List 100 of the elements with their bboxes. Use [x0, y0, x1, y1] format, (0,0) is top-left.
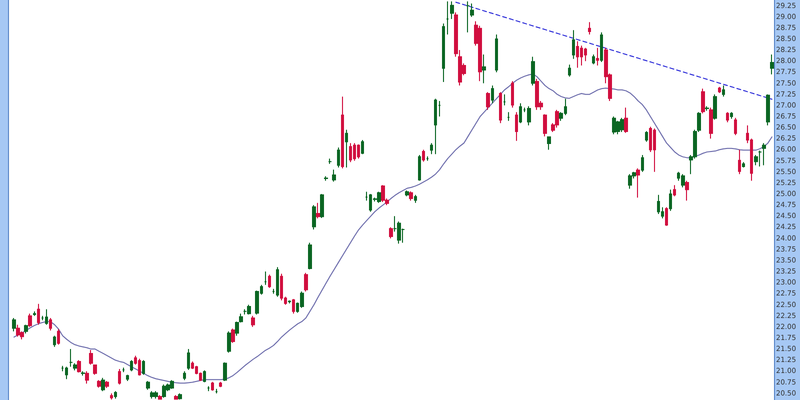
candlestick [499, 92, 502, 124]
candlestick [580, 45, 583, 66]
candlestick [85, 370, 89, 384]
candlestick [588, 22, 591, 36]
candlestick [316, 202, 320, 219]
candlestick [178, 392, 182, 400]
candlestick [12, 318, 16, 332]
candlestick [616, 120, 620, 135]
candlestick [446, 0, 449, 36]
candlestick [726, 112, 729, 123]
candlestick [158, 394, 162, 400]
candlestick [681, 174, 685, 188]
candlestick [584, 47, 587, 62]
candlestick [110, 392, 113, 400]
candlestick [531, 56, 535, 86]
candlestick [247, 304, 251, 316]
candlestick [418, 154, 421, 182]
candlestick [657, 194, 660, 214]
candlestick [620, 117, 624, 133]
candlestick [527, 106, 531, 126]
candlestick [118, 368, 121, 385]
candlestick [223, 362, 227, 382]
candlestick [264, 271, 267, 286]
candlestick [227, 330, 231, 354]
candlestick [405, 190, 409, 197]
candlestick [547, 136, 551, 150]
candlestick [45, 308, 48, 326]
candlestick [430, 142, 433, 155]
candlestick [49, 318, 52, 331]
candlestick [766, 94, 770, 126]
candlestick [673, 184, 676, 197]
candlestick [734, 117, 737, 136]
candlestick [478, 25, 482, 82]
candlestick [320, 194, 324, 218]
candlestick [685, 180, 689, 202]
candlestick [280, 273, 283, 301]
candlestick [730, 112, 733, 120]
candlestick [337, 147, 340, 168]
candlestick [146, 380, 150, 390]
candlestick [97, 380, 101, 388]
candlestick [414, 194, 417, 204]
candlestick [519, 102, 522, 124]
candlestick [511, 80, 514, 108]
candlestick [174, 394, 178, 400]
candlestick [308, 242, 312, 270]
candlestick [491, 84, 494, 104]
candlestick [93, 364, 97, 376]
candlestick [276, 266, 279, 298]
candlestick [268, 274, 271, 288]
candlestick [65, 366, 68, 380]
candlestick [434, 98, 437, 155]
candlestick [482, 54, 486, 84]
candlestick [211, 381, 214, 392]
candlestick [105, 380, 109, 389]
candlestick [486, 92, 490, 110]
candlestick [81, 370, 85, 376]
candlestick [288, 300, 291, 304]
candlestick [16, 324, 20, 338]
candlestick [653, 128, 656, 172]
candlestick [624, 107, 628, 134]
candlestick [24, 324, 28, 334]
candlestick [665, 206, 668, 226]
candlestick [645, 130, 648, 142]
candlestick [304, 272, 308, 292]
candlestick [219, 381, 222, 388]
candlestick [543, 114, 547, 137]
candlestick [170, 380, 174, 390]
candlestick [555, 109, 559, 128]
candlestick [114, 390, 117, 400]
candlestick [450, 0, 454, 20]
candlestick [73, 362, 77, 371]
candlestick [126, 374, 129, 382]
candlestick [345, 129, 348, 168]
candlestick [515, 112, 518, 142]
candlestick [442, 22, 445, 82]
candlestick [507, 112, 510, 122]
candlestick [709, 107, 713, 140]
candlestick [357, 144, 360, 160]
candlestick [349, 142, 352, 163]
candlestick [628, 174, 632, 190]
candlestick [231, 328, 235, 344]
line-series [14, 73, 772, 384]
candlestick [243, 308, 247, 316]
candlestick [37, 303, 40, 326]
candlestick [187, 348, 190, 370]
candlestick [142, 360, 145, 376]
candlestick [770, 54, 774, 75]
candlestick [592, 54, 595, 65]
candlestick [535, 78, 539, 110]
candlestick [328, 158, 332, 164]
candlestick [138, 358, 141, 376]
candlestick [738, 149, 741, 175]
candlestick [669, 189, 672, 212]
candlestick [636, 168, 640, 198]
candlestick [150, 390, 154, 400]
candlestick [154, 390, 158, 400]
candlestick [101, 377, 105, 392]
candlestick [53, 335, 56, 348]
candlestick [422, 149, 425, 162]
candlestick [162, 384, 166, 398]
